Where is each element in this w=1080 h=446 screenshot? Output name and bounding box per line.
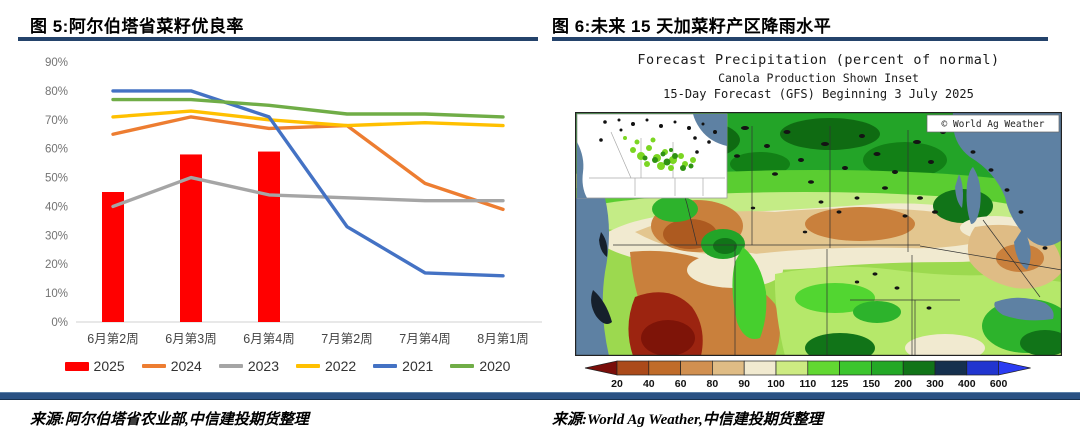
y-axis-tick-label: 20% <box>45 259 68 271</box>
figure5-legend: 2025 2024 2023 2022 2021 2020 <box>30 358 545 374</box>
legend-swatch-2020 <box>450 364 475 368</box>
map-title: Forecast Precipitation (percent of norma… <box>637 52 1000 68</box>
colorbar-tick-label: 60 <box>675 378 687 390</box>
x-axis-category-label: 8月第1周 <box>477 332 528 346</box>
colorbar-tick-label: 150 <box>863 378 881 390</box>
legend-swatch-2022 <box>296 364 320 368</box>
legend-swatch-2024 <box>141 364 166 368</box>
figure5-title-rule <box>18 37 538 41</box>
line-series-2021 <box>111 89 505 278</box>
figure5-title: 图 5:阿尔伯塔省菜籽优良率 <box>30 17 244 36</box>
colorbar-segment <box>648 360 681 376</box>
legend-item-2021: 2021 <box>373 358 433 374</box>
colorbar-tick-label: 300 <box>926 378 944 390</box>
colorbar-tick-label: 200 <box>894 378 912 390</box>
map-border <box>575 112 1062 356</box>
bottom-separator-bar <box>0 392 1080 400</box>
map-watermark-text: © World Ag Weather <box>942 119 1045 130</box>
colorbar-segment <box>902 360 936 376</box>
x-axis-category-label: 6月第4周 <box>243 332 294 346</box>
y-axis-tick-label: 0% <box>51 317 68 329</box>
colorbar-segment <box>775 360 809 376</box>
y-axis-tick-label: 40% <box>45 201 68 213</box>
bar-2025-6月第4周 <box>258 151 280 322</box>
legend-label-2025: 2025 <box>93 358 125 374</box>
colorbar-segment <box>966 360 999 376</box>
map-pacific-dry-core <box>628 292 703 356</box>
y-axis-tick-label: 70% <box>45 115 68 127</box>
line-series-2024 <box>111 115 505 212</box>
map-subtitle-1: Canola Production Shown Inset <box>718 71 919 85</box>
colorbar-tick-label: 80 <box>707 378 719 390</box>
map-watermark: © World Ag Weather <box>926 114 1060 133</box>
map-colorbar: 20 40 60 80 90 100 110 125 150 200 300 400 600 <box>584 360 1031 390</box>
bar-2025-6月第3周 <box>180 154 202 322</box>
x-axis-category-label: 7月第4周 <box>399 332 450 346</box>
colorbar-segment <box>616 360 650 376</box>
colorbar-tick-label: 100 <box>767 378 785 390</box>
y-axis-tick-label: 50% <box>45 173 68 185</box>
legend-label-2024: 2024 <box>170 358 202 374</box>
legend-item-2020: 2020 <box>450 358 510 374</box>
colorbar-segment <box>934 360 968 376</box>
line-series-2023 <box>111 175 505 209</box>
colorbar-segment <box>743 360 777 376</box>
colorbar-tick-label: 20 <box>611 378 623 390</box>
y-axis-tick-label: 90% <box>45 57 68 69</box>
legend-item-2022: 2022 <box>296 358 356 374</box>
line-series-2022 <box>111 109 505 128</box>
x-axis-category-label: 7月第2周 <box>321 332 372 346</box>
legend-label-2020: 2020 <box>479 358 511 374</box>
colorbar-segment <box>871 360 904 376</box>
legend-swatch-2023 <box>218 364 243 368</box>
figure6-title-rule <box>552 37 1048 41</box>
map-inset <box>576 113 728 199</box>
colorbar-left-arrow <box>584 360 618 376</box>
map-subtitle-2: 15-Day Forecast (GFS) Beginning 3 July 2… <box>663 87 974 101</box>
legend-item-2025: 2025 <box>64 358 125 374</box>
bar-2025-6月第2周 <box>102 192 124 322</box>
colorbar-tick-label: 90 <box>738 378 750 390</box>
legend-item-2024: 2024 <box>141 358 202 374</box>
map-header: Forecast Precipitation (percent of norma… <box>575 52 1062 101</box>
y-axis-tick-label: 60% <box>45 144 68 156</box>
map-borders <box>613 126 1062 356</box>
map-water-bodies <box>575 112 1062 356</box>
colorbar-tick-label: 110 <box>799 378 816 390</box>
legend-label-2022: 2022 <box>325 358 357 374</box>
colorbar-tick-label: 40 <box>643 378 655 390</box>
colorbar-tick-label: 600 <box>990 378 1008 390</box>
figure5-source: 来源:阿尔伯塔省农业部,中信建投期货整理 <box>30 412 309 428</box>
colorbar-segment <box>680 360 713 376</box>
colorbar-segment <box>839 360 872 376</box>
figure6-source: 来源:World Ag Weather,中信建投期货整理 <box>552 412 823 428</box>
y-axis-tick-label: 80% <box>45 86 68 98</box>
y-axis-tick-label: 10% <box>45 288 68 300</box>
legend-label-2023: 2023 <box>247 358 279 374</box>
map-lake-speckles <box>734 122 1048 310</box>
colorbar-tick-label: 125 <box>831 378 849 390</box>
legend-item-2023: 2023 <box>218 358 279 374</box>
colorbar-tick-label: 400 <box>958 378 976 390</box>
x-axis-category-label: 6月第2周 <box>87 332 138 346</box>
legend-label-2021: 2021 <box>402 358 434 374</box>
figure5-chart-svg: 0% 10% 20% 30% 40% 50% 60% 70% 80% 90% 6月第2周 6月第3周 6… <box>45 57 542 346</box>
legend-swatch-2021 <box>373 364 398 368</box>
colorbar-segment <box>712 360 745 376</box>
figure6-map: © World Ag Weather <box>575 112 1062 356</box>
y-axis-tick-label: 30% <box>45 230 68 242</box>
colorbar-segment <box>807 360 840 376</box>
x-axis-category-label: 6月第3周 <box>165 332 216 346</box>
legend-swatch-2025 <box>64 361 89 371</box>
figure6-title: 图 6:未来 15 天加菜籽产区降雨水平 <box>552 17 832 36</box>
line-series-2020 <box>111 97 505 119</box>
colorbar-right-arrow <box>998 360 1031 376</box>
